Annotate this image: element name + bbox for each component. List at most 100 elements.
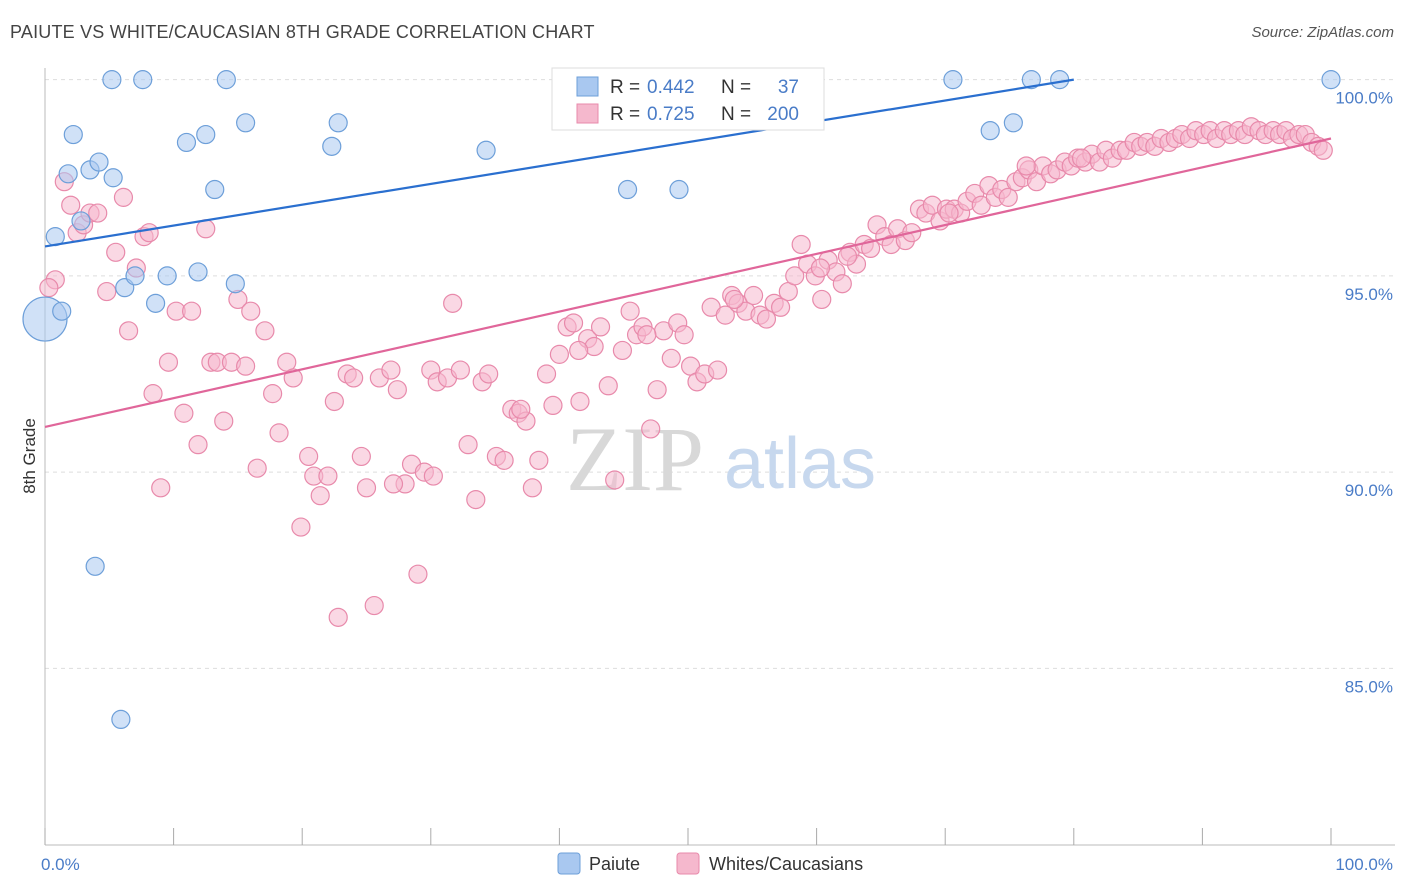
bottom-legend-paiute-label: Paiute	[589, 854, 640, 874]
whites-point	[408, 564, 428, 584]
legend-paiute-swatch	[576, 76, 599, 97]
whites-point	[707, 360, 728, 380]
paiute-point	[205, 179, 225, 200]
y-tick-labels: 100.0% 95.0% 90.0% 85.0%	[1335, 89, 1393, 697]
whites-point	[536, 364, 557, 384]
whites-point	[1016, 156, 1036, 176]
watermark-zip: ZIP	[566, 408, 704, 510]
whites-point	[715, 305, 735, 325]
whites-point	[214, 411, 234, 431]
paiute-point	[63, 124, 83, 145]
whites-point	[479, 364, 499, 384]
whites-point	[743, 285, 764, 306]
axes	[44, 68, 1395, 846]
whites-point	[466, 490, 486, 510]
whites-point	[549, 344, 570, 364]
legend-r-value-2: 0.725	[647, 104, 695, 125]
paiute-point	[980, 121, 1000, 141]
whites-point	[620, 301, 640, 321]
whites-point	[143, 384, 163, 404]
whites-point	[791, 234, 811, 255]
whites-point	[182, 301, 202, 321]
whites-point	[494, 450, 514, 470]
whites-point	[569, 340, 589, 361]
paiute-point	[89, 152, 109, 172]
whites-point	[598, 376, 618, 396]
paiute-point	[476, 140, 496, 160]
whites-point	[590, 317, 611, 337]
whites-point	[383, 474, 404, 494]
series-paiute-points	[22, 70, 1341, 730]
paiute-point	[196, 124, 216, 145]
bottom-legend-whites-label: Whites/Caucasians	[709, 854, 863, 874]
watermark-atlas: atlas	[724, 424, 876, 504]
paiute-point	[133, 70, 153, 90]
whites-point	[570, 391, 590, 412]
whites-point	[381, 360, 401, 380]
legend-n-value-1: 37	[778, 77, 799, 98]
y-tick-label: 90.0%	[1345, 481, 1393, 500]
y-tick-label: 100.0%	[1335, 89, 1393, 108]
whites-point	[324, 391, 344, 412]
whites-point	[351, 446, 371, 467]
paiute-point	[669, 179, 689, 200]
paiute-point	[111, 709, 131, 730]
x-tick-labels: 0.0% 100.0%	[41, 855, 1393, 874]
whites-point	[118, 321, 139, 341]
whites-point	[641, 419, 661, 439]
paiute-point	[328, 113, 348, 133]
chart-title: PAIUTE VS WHITE/CAUCASIAN 8TH GRADE CORR…	[10, 22, 595, 42]
whites-point	[998, 187, 1018, 207]
whites-point	[605, 470, 625, 490]
chart-source: Source: ZipAtlas.com	[1251, 24, 1394, 41]
legend-n-label-2: N =	[721, 104, 751, 125]
whites-point	[263, 384, 283, 404]
whites-point	[356, 478, 377, 498]
whites-point	[61, 195, 81, 215]
whites-point	[443, 293, 463, 313]
whites-point	[39, 278, 59, 298]
whites-point	[158, 352, 179, 372]
whites-point	[255, 321, 275, 341]
whites-point	[387, 380, 407, 400]
whites-point	[113, 187, 134, 207]
bottom-legend: Paiute Whites/Caucasians	[557, 852, 863, 875]
paiute-point	[145, 293, 166, 313]
series-whites-points	[39, 117, 1333, 627]
whites-point	[106, 242, 126, 262]
paiute-point	[71, 211, 91, 231]
paiute-point	[176, 132, 197, 153]
legend-whites-swatch	[576, 103, 599, 124]
whites-point	[511, 399, 531, 419]
legend-r-label-2: R =	[610, 104, 640, 125]
paiute-point	[85, 556, 105, 576]
x-tick-label: 100.0%	[1335, 855, 1393, 874]
whites-point	[236, 356, 256, 376]
whites-point	[423, 466, 443, 486]
whites-point	[837, 246, 858, 266]
whites-point	[810, 258, 831, 278]
whites-point	[328, 607, 348, 627]
whites-point	[241, 301, 261, 321]
whites-point	[724, 289, 744, 310]
paiute-point	[188, 262, 208, 282]
legend-r-label-1: R =	[610, 77, 640, 98]
bottom-legend-whites-swatch	[676, 852, 700, 875]
whites-point	[674, 325, 694, 345]
whites-trend-line	[44, 137, 1332, 429]
paiute-point	[1021, 70, 1041, 90]
paiute-point	[225, 274, 245, 294]
whites-point	[529, 450, 549, 470]
paiute-point	[322, 136, 342, 156]
whites-point	[247, 458, 267, 478]
paiute-point	[103, 168, 123, 188]
whites-point	[1071, 148, 1092, 168]
whites-point	[450, 360, 470, 380]
whites-point	[458, 435, 478, 455]
whites-point	[661, 348, 681, 368]
paiute-point	[58, 164, 78, 184]
whites-point	[1313, 140, 1333, 160]
whites-point	[151, 478, 171, 498]
whites-point	[756, 309, 777, 329]
